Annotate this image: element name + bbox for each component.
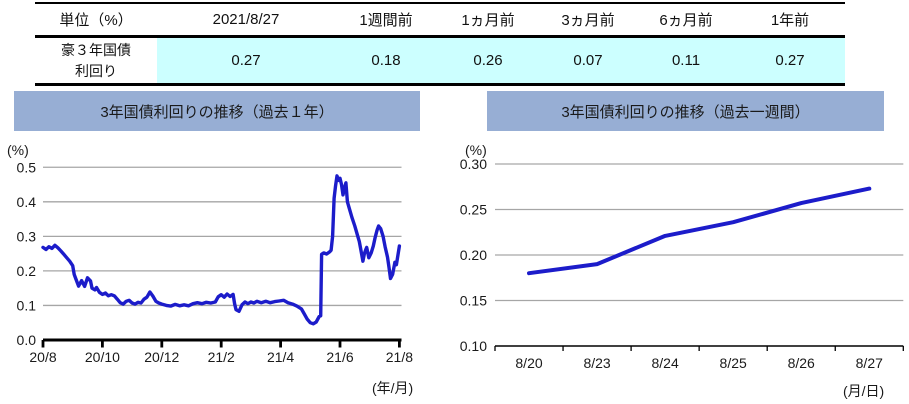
table-header-6months-ago: 6ヵ月前 — [637, 4, 735, 38]
yield-summary-table: 単位（%） 2021/8/27 1週間前 1ヵ月前 3ヵ月前 6ヵ月前 1年前 … — [35, 2, 845, 86]
x-tick-label: 20/12 — [144, 349, 179, 365]
x-tick-label: 8/20 — [515, 355, 542, 371]
y-tick-label: 0.5 — [17, 159, 37, 175]
table-header-1year-ago: 1年前 — [735, 4, 845, 38]
x-tick-label: 8/23 — [583, 355, 610, 371]
x-tick-label: 20/10 — [85, 349, 120, 365]
line-chart-past-1-year: 0.0 0.1 0.2 0.3 0.4 0.5 20/8 20/10 20/12 21/2 21/4… — [17, 159, 414, 365]
y-tick-label: 0.10 — [460, 338, 487, 354]
x-tick-label: 21/8 — [386, 349, 413, 365]
y-tick-label: 0.30 — [460, 156, 487, 172]
yield-value-1week-ago: 0.18 — [335, 38, 437, 83]
yield-value-6months-ago: 0.11 — [637, 38, 735, 83]
series-line — [41, 174, 402, 326]
table-header-1month-ago: 1ヵ月前 — [437, 4, 539, 38]
chart-title-1year: 3年国債利回りの推移（過去１年） — [14, 91, 420, 131]
x-tick-label: 20/8 — [29, 349, 56, 365]
table-header-latest-date: 2021/8/27 — [157, 4, 335, 38]
table-row-label-aus-3y-yield: 豪３年国債 利回り — [35, 38, 157, 83]
chart-title-1week: 3年国債利回りの推移（過去一週間） — [487, 91, 884, 131]
y-tick-label: 0.2 — [17, 263, 37, 279]
table-header-1week-ago: 1週間前 — [335, 4, 437, 38]
x-tick-label: 21/4 — [267, 349, 294, 365]
series-line — [527, 186, 872, 276]
right-chart-y-unit-label: (%) — [465, 142, 487, 158]
left-chart-y-unit-label: (%) — [7, 142, 29, 158]
yield-value-1month-ago: 0.26 — [437, 38, 539, 83]
y-tick-label: 0.4 — [17, 194, 37, 210]
x-tick-label: 8/27 — [856, 355, 883, 371]
table-header-unit: 単位（%） — [35, 4, 157, 38]
y-tick-label: 0.3 — [17, 228, 37, 244]
yield-value-latest: 0.27 — [157, 38, 335, 83]
y-tick-label: 0.0 — [17, 332, 37, 348]
x-tick-label: 21/6 — [326, 349, 353, 365]
yield-value-1year-ago: 0.27 — [735, 38, 845, 83]
left-chart-x-unit-label: (年/月) — [372, 380, 414, 396]
x-tick-label: 8/26 — [788, 355, 815, 371]
right-chart-x-unit-label: (月/日) — [843, 383, 885, 399]
y-tick-label: 0.25 — [460, 202, 487, 218]
table-header-3months-ago: 3ヵ月前 — [539, 4, 637, 38]
y-tick-label: 0.15 — [460, 293, 487, 309]
x-tick-label: 8/24 — [652, 355, 679, 371]
x-tick-label: 21/2 — [208, 349, 235, 365]
yield-value-3months-ago: 0.07 — [539, 38, 637, 83]
y-tick-label: 0.1 — [17, 297, 37, 313]
y-tick-label: 0.20 — [460, 247, 487, 263]
x-tick-label: 8/25 — [720, 355, 747, 371]
line-chart-past-1-week: 0.10 0.15 0.20 0.25 0.30 8/20 8/23 8/24 8/25 8/26… — [460, 156, 904, 371]
